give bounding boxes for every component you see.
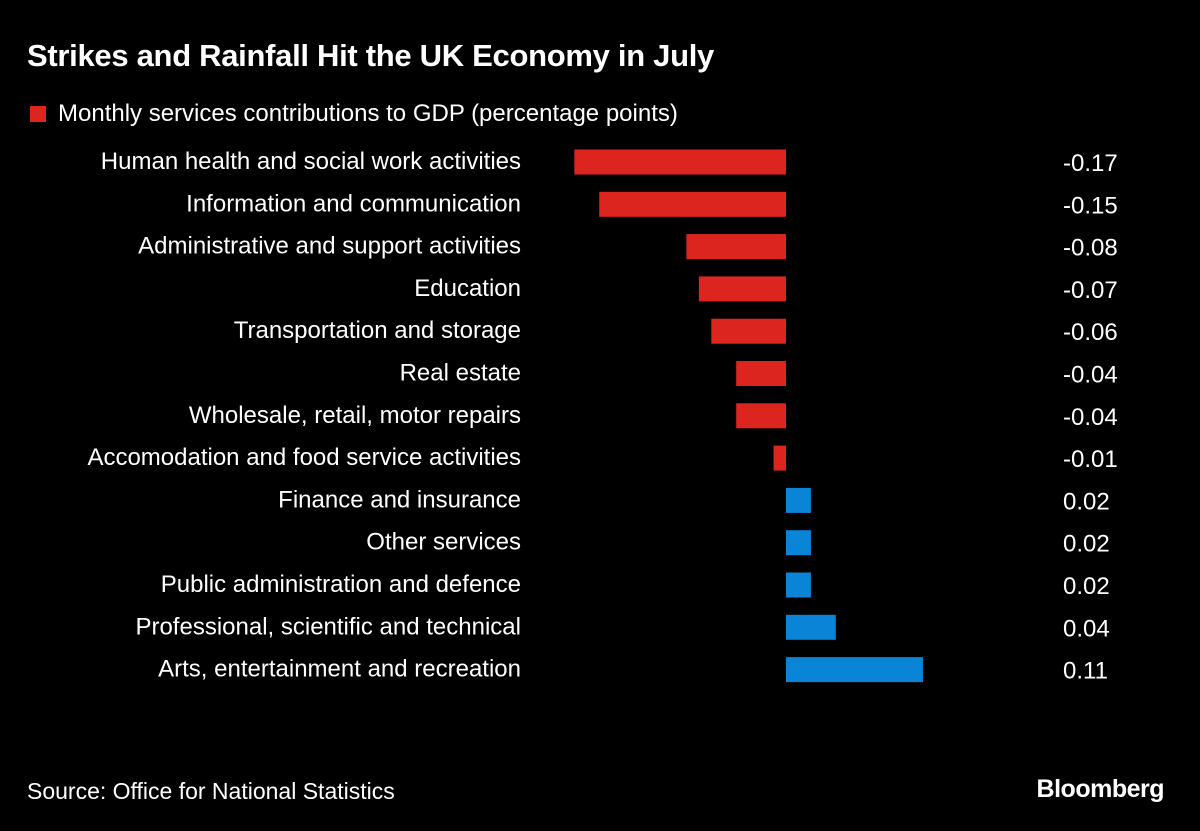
category-label: Finance and insurance bbox=[278, 486, 521, 513]
category-label: Professional, scientific and technical bbox=[135, 613, 521, 640]
value-label: 0.02 bbox=[1063, 531, 1110, 558]
value-label: -0.17 bbox=[1063, 150, 1118, 177]
chart-title: Strikes and Rainfall Hit the UK Economy … bbox=[27, 38, 714, 73]
bar bbox=[773, 445, 786, 471]
bar bbox=[599, 191, 786, 217]
legend: Monthly services contributions to GDP (p… bbox=[30, 100, 678, 128]
value-label: 0.11 bbox=[1063, 658, 1108, 685]
value-label: 0.02 bbox=[1063, 488, 1110, 515]
category-label: Human health and social work activities bbox=[101, 148, 521, 175]
bar bbox=[786, 487, 811, 513]
category-label: Arts, entertainment and recreation bbox=[158, 656, 521, 683]
value-label: -0.15 bbox=[1063, 192, 1118, 219]
bar bbox=[786, 572, 811, 598]
bar bbox=[736, 403, 786, 429]
category-label: Public administration and defence bbox=[161, 571, 521, 598]
category-label: Information and communication bbox=[186, 190, 521, 217]
bar bbox=[711, 318, 786, 344]
bar bbox=[698, 276, 786, 302]
bar bbox=[786, 614, 836, 640]
legend-swatch bbox=[30, 106, 46, 122]
bar bbox=[786, 530, 811, 556]
source-note: Source: Office for National Statistics bbox=[27, 778, 395, 804]
value-label: 0.02 bbox=[1063, 573, 1110, 600]
bar bbox=[736, 361, 786, 386]
value-label: -0.01 bbox=[1063, 446, 1118, 473]
category-label: Wholesale, retail, motor repairs bbox=[189, 402, 521, 429]
bar bbox=[574, 149, 786, 175]
bar bbox=[786, 657, 923, 683]
category-label: Education bbox=[414, 275, 521, 302]
legend-label: Monthly services contributions to GDP (p… bbox=[58, 100, 678, 127]
category-label: Real estate bbox=[400, 360, 521, 387]
category-label: Other services bbox=[366, 529, 521, 556]
value-label: 0.04 bbox=[1063, 615, 1110, 642]
value-label: -0.04 bbox=[1063, 404, 1118, 431]
value-label: -0.06 bbox=[1063, 319, 1118, 346]
category-label: Transportation and storage bbox=[234, 317, 521, 344]
bar bbox=[686, 234, 786, 260]
category-label: Administrative and support activities bbox=[138, 233, 521, 260]
value-label: -0.08 bbox=[1063, 235, 1118, 262]
bloomberg-logo: Bloomberg bbox=[1036, 775, 1165, 803]
category-label: Accomodation and food service activities bbox=[87, 444, 521, 471]
value-label: -0.07 bbox=[1063, 277, 1118, 304]
value-label: -0.04 bbox=[1063, 362, 1118, 389]
